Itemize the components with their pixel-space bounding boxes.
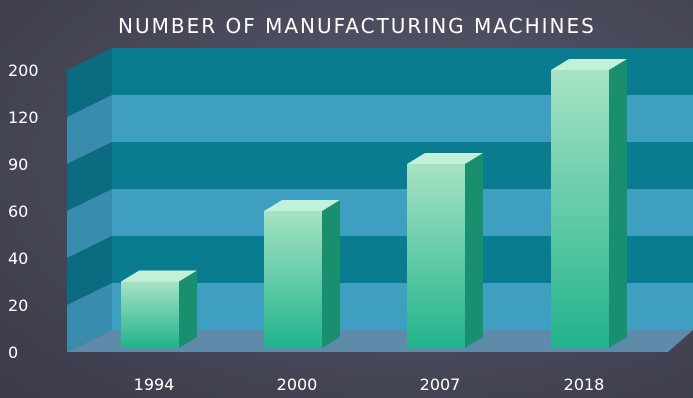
y-tick-label: 60 — [8, 202, 28, 221]
bar-2007 — [407, 153, 483, 348]
y-tick-label: 90 — [8, 155, 28, 174]
bar-top-face — [551, 59, 627, 70]
side-wall-band — [67, 189, 112, 258]
side-wall-band — [67, 95, 112, 164]
bar-top-face — [121, 270, 197, 282]
x-tick-label: 2007 — [420, 375, 461, 394]
bar-top-face — [407, 153, 483, 164]
x-tick-label: 2000 — [277, 375, 318, 394]
bar-front-face — [264, 211, 322, 348]
bar-top-face — [264, 200, 340, 211]
chart-floor — [67, 330, 693, 352]
y-tick-label: 40 — [8, 249, 28, 268]
side-wall-band — [67, 236, 112, 305]
side-wall-band — [67, 48, 112, 117]
bar-front-face — [407, 164, 465, 348]
bar-side-face — [179, 270, 197, 348]
y-tick-label: 20 — [8, 296, 28, 315]
bar-side-face — [465, 153, 483, 348]
bar-2000 — [264, 200, 340, 348]
bar-side-face — [322, 200, 340, 348]
chart-title: NUMBER OF MANUFACTURING MACHINES — [118, 14, 596, 38]
side-wall-band — [67, 283, 112, 352]
bar-front-face — [121, 281, 179, 348]
bar-1994 — [121, 270, 197, 348]
bar-2018 — [551, 59, 627, 348]
x-tick-label: 1994 — [134, 375, 175, 394]
bar-front-face — [551, 70, 609, 348]
y-tick-label: 200 — [8, 61, 39, 80]
y-tick-label: 120 — [8, 108, 39, 127]
x-tick-label: 2018 — [564, 375, 605, 394]
side-wall-band — [67, 142, 112, 211]
y-tick-label: 0 — [8, 343, 18, 362]
bar-side-face — [609, 59, 627, 348]
